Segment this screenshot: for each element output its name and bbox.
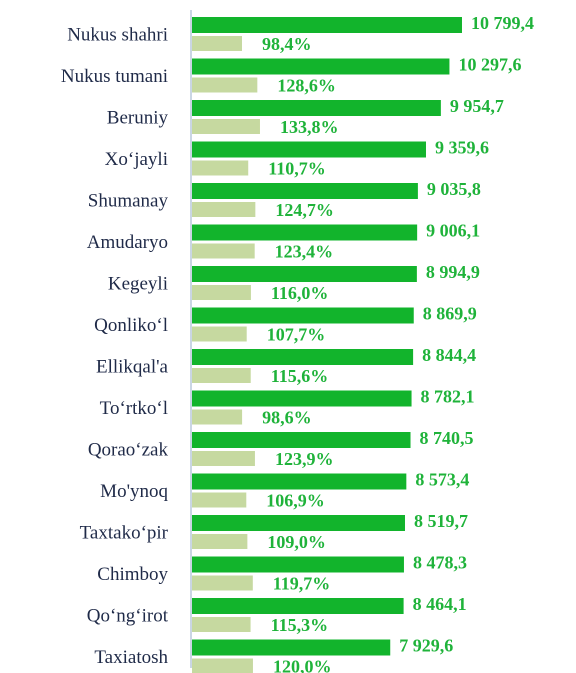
value-label: 7 929,6 bbox=[399, 636, 453, 656]
value-label: 115,6% bbox=[271, 366, 329, 386]
value-label: 8 994,9 bbox=[426, 262, 480, 282]
value-label: 10 297,6 bbox=[458, 55, 521, 75]
value-label: 123,4% bbox=[275, 242, 334, 262]
value-label: 110,7% bbox=[268, 159, 326, 179]
value-label: 8 782,1 bbox=[421, 387, 475, 407]
bar bbox=[192, 285, 251, 300]
bar bbox=[192, 598, 404, 614]
value-label: 107,7% bbox=[267, 325, 326, 345]
bar bbox=[192, 160, 249, 176]
value-label: 10 799,4 bbox=[471, 13, 534, 33]
category-label: Qorao‘zak bbox=[88, 439, 169, 460]
value-label: 128,6% bbox=[277, 76, 336, 96]
bar bbox=[192, 639, 391, 656]
category-label: Qo‘ng‘irot bbox=[87, 605, 169, 626]
bar bbox=[192, 243, 255, 259]
value-label: 9 359,6 bbox=[435, 138, 489, 158]
bar bbox=[192, 141, 426, 158]
category-label: Ellikqal'a bbox=[96, 356, 169, 377]
bar bbox=[192, 77, 258, 93]
bar bbox=[192, 534, 248, 549]
value-label: 8 519,7 bbox=[414, 511, 468, 531]
bar bbox=[192, 17, 462, 33]
bar bbox=[192, 409, 243, 425]
value-label: 116,0% bbox=[271, 283, 329, 303]
category-label: Chimboy bbox=[97, 564, 168, 585]
value-label: 115,3% bbox=[271, 615, 329, 635]
value-label: 8 464,1 bbox=[413, 594, 467, 614]
value-label: 98,4% bbox=[262, 34, 312, 54]
bar bbox=[192, 36, 242, 51]
category-label: Taxtako‘pir bbox=[80, 522, 169, 543]
bar bbox=[192, 451, 255, 466]
category-label: Taxiatosh bbox=[94, 647, 168, 668]
bar bbox=[192, 58, 450, 75]
bar bbox=[192, 658, 253, 673]
category-label: Mo'ynoq bbox=[100, 481, 168, 502]
bar bbox=[192, 119, 260, 134]
bar bbox=[192, 432, 411, 448]
value-label: 8 478,3 bbox=[413, 553, 467, 573]
value-label: 8 844,4 bbox=[422, 345, 476, 365]
value-label: 106,9% bbox=[266, 491, 325, 511]
value-label: 8 869,9 bbox=[423, 304, 477, 324]
bar bbox=[192, 617, 251, 632]
value-label: 123,9% bbox=[275, 449, 334, 469]
category-label: To‘rtko‘l bbox=[100, 398, 168, 419]
value-label: 98,6% bbox=[262, 408, 312, 428]
bar bbox=[192, 349, 414, 365]
value-label: 9 006,1 bbox=[426, 221, 480, 241]
value-label: 124,7% bbox=[275, 200, 334, 220]
bar bbox=[192, 202, 256, 217]
bar bbox=[192, 390, 412, 407]
category-label: Nukus tumani bbox=[61, 66, 168, 87]
bar bbox=[192, 575, 253, 591]
category-label: Amudaryo bbox=[87, 232, 168, 253]
bar bbox=[192, 556, 404, 573]
category-label: Beruniy bbox=[107, 107, 169, 128]
bar bbox=[192, 266, 417, 282]
bar bbox=[192, 368, 251, 383]
value-label: 9 954,7 bbox=[450, 96, 504, 116]
bar bbox=[192, 515, 405, 531]
value-label: 120,0% bbox=[273, 657, 332, 673]
bar bbox=[192, 326, 247, 342]
category-label: Xo‘jayli bbox=[105, 149, 168, 170]
bar bbox=[192, 307, 414, 324]
value-label: 119,7% bbox=[273, 574, 331, 594]
value-label: 9 035,8 bbox=[427, 179, 481, 199]
bar bbox=[192, 100, 441, 116]
value-label: 8 573,4 bbox=[415, 470, 469, 490]
category-label: Kegeyli bbox=[108, 273, 168, 294]
bar bbox=[192, 473, 407, 490]
value-label: 133,8% bbox=[280, 117, 339, 137]
bar bbox=[192, 183, 418, 199]
category-label: Shumanay bbox=[88, 190, 169, 211]
value-label: 8 740,5 bbox=[420, 428, 474, 448]
bar bbox=[192, 492, 247, 508]
bar bbox=[192, 224, 418, 241]
value-label: 109,0% bbox=[267, 532, 326, 552]
category-label: Nukus shahri bbox=[67, 24, 168, 45]
category-label: Qonliko‘l bbox=[94, 315, 168, 336]
